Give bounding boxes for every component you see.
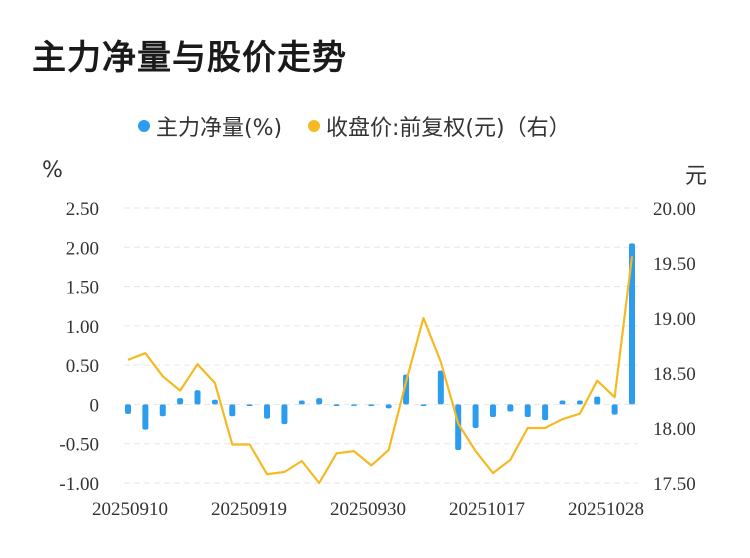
right-tick-label: 18.50: [653, 364, 696, 385]
x-tick-label: 20251017: [449, 499, 525, 520]
gridlines: [124, 207, 638, 484]
bar-series: [125, 243, 635, 450]
bar: [472, 404, 479, 428]
bar: [576, 400, 583, 405]
right-tick-label: 20.00: [653, 199, 696, 220]
right-tick-label: 19.00: [653, 309, 696, 330]
left-tick-label: 0: [90, 395, 100, 416]
legend-line-marker: [308, 120, 320, 132]
left-tick-label: -0.50: [59, 435, 99, 456]
right-axis-unit: 元: [685, 164, 708, 189]
bar: [246, 404, 253, 406]
bar: [629, 243, 635, 405]
bar: [507, 404, 514, 412]
legend-label-main: 主力净量(%): [156, 116, 283, 141]
line-series: [127, 256, 634, 485]
left-tick-label: 2.00: [66, 238, 99, 259]
x-tick-label: 20250910: [92, 499, 168, 520]
chart-title: 主力净量与股价走势: [32, 38, 347, 78]
legend-item-price[interactable]: 收盘价:前复权(元)（右）: [308, 110, 571, 142]
bar: [542, 404, 549, 421]
left-axis-ticks: 2.50 2.00 1.50 1.00 0.50 0 -0.50 -1.00: [59, 199, 99, 495]
bar: [264, 404, 271, 419]
bar: [125, 404, 131, 414]
bar: [333, 404, 340, 406]
bar: [437, 370, 444, 405]
bar: [316, 398, 323, 405]
right-tick-label: 18.00: [653, 419, 696, 440]
right-tick-label: 17.50: [653, 474, 696, 495]
bar: [420, 404, 427, 406]
bar: [403, 374, 410, 405]
x-tick-label: 20251028: [568, 499, 644, 520]
left-tick-label: -1.00: [59, 474, 99, 495]
x-tick-label: 20250930: [330, 499, 406, 520]
legend-item-main[interactable]: 主力净量(%): [138, 110, 282, 142]
bar: [211, 399, 218, 405]
legend: 主力净量(%) 收盘价:前复权(元)（右）: [0, 110, 750, 142]
left-tick-label: 1.50: [66, 278, 99, 299]
right-tick-label: 19.50: [653, 254, 696, 275]
left-tick-label: 0.50: [66, 356, 99, 377]
bar: [611, 404, 618, 415]
legend-bar-marker: [138, 120, 150, 132]
left-tick-label: 2.50: [66, 199, 99, 220]
left-tick-label: 1.00: [66, 317, 99, 338]
price-line: [127, 256, 634, 485]
bar: [559, 400, 566, 405]
bar: [229, 404, 236, 417]
x-axis-ticks: 20250910 20250919 20250930 20251017 20251028: [92, 499, 644, 520]
bar: [594, 396, 601, 405]
bar: [194, 390, 201, 405]
right-axis-ticks: 20.00 19.50 19.00 18.50 18.00 17.50: [653, 199, 696, 495]
bar: [350, 404, 357, 406]
bar: [298, 400, 305, 405]
bar: [159, 404, 166, 417]
legend-label-price: 收盘价:前复权(元)（右）: [326, 116, 571, 141]
left-axis-unit: %: [42, 158, 63, 183]
bar: [385, 404, 392, 409]
bar: [524, 404, 531, 417]
bar: [142, 404, 149, 430]
bar: [177, 398, 184, 405]
bar: [489, 404, 496, 417]
x-tick-label: 20250919: [211, 499, 287, 520]
bar: [368, 404, 375, 406]
bar: [281, 404, 288, 425]
